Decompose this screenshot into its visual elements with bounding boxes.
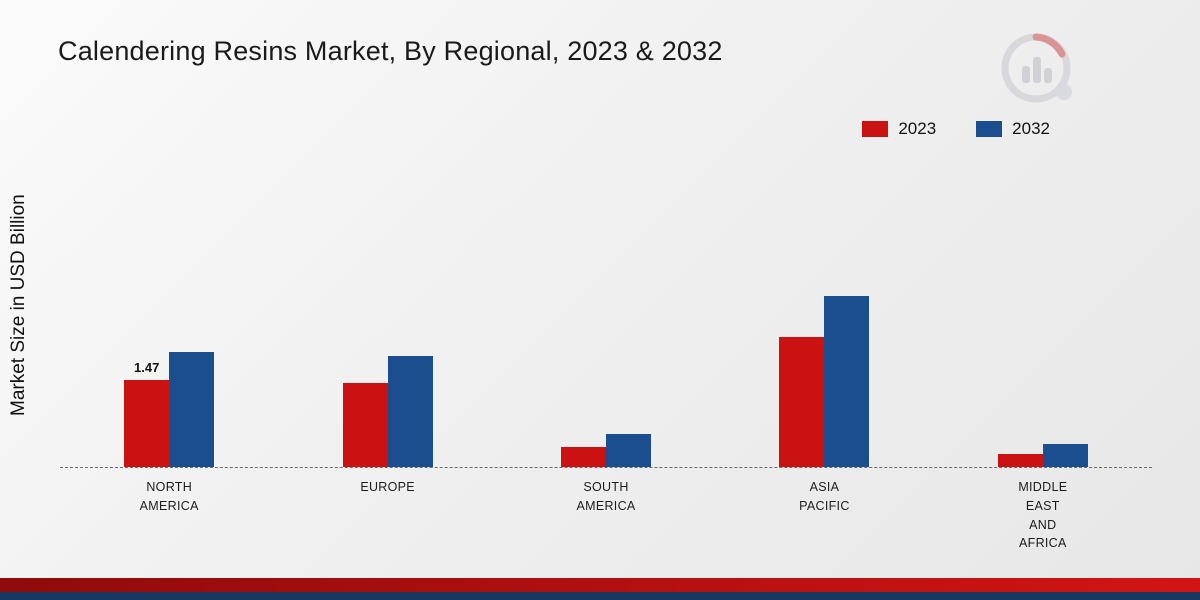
plot-area: 1.47 <box>60 267 1152 467</box>
bar-group-asia-pacific <box>715 296 933 467</box>
legend-swatch-2032 <box>976 121 1003 137</box>
footer-navy-band <box>0 592 1200 600</box>
chart-title: Calendering Resins Market, By Regional, … <box>58 36 723 66</box>
bar-group-middle-east-and-africa <box>934 444 1152 467</box>
x-tick-south-america: SOUTH AMERICA <box>576 480 636 513</box>
bar-2032-asia-pacific <box>824 296 870 467</box>
footer-red-band <box>0 578 1200 592</box>
bar-2023-middle-east-and-africa <box>997 454 1043 467</box>
legend: 2023 2032 <box>862 119 1050 139</box>
bar-2023-north-america: 1.47 <box>124 360 170 467</box>
bar-group-south-america <box>497 433 715 467</box>
x-axis-tick-labels: NORTH AMERICA EUROPE SOUTH AMERICA ASIA PAC… <box>60 478 1152 553</box>
bar-group-north-america: 1.47 <box>60 352 278 467</box>
bar-value-label-north-america: 1.47 <box>134 360 160 376</box>
bar-2023-south-america <box>561 446 607 467</box>
bar-group-europe <box>278 356 496 467</box>
legend-label-2023: 2023 <box>898 119 937 138</box>
bar-2032-north-america <box>169 352 215 467</box>
brand-logo-watermark <box>1001 33 1072 103</box>
x-tick-middle-east-and-africa: MIDDLE EAST AND AFRICA <box>1018 480 1068 551</box>
y-axis-label: Market Size in USD Billion <box>8 194 29 416</box>
bar-2032-middle-east-and-africa <box>1042 444 1088 467</box>
bar-2032-europe <box>387 356 433 467</box>
legend-swatch-2023 <box>862 121 889 137</box>
legend-label-2032: 2032 <box>1012 119 1050 138</box>
legend-item-2023: 2023 <box>862 119 936 139</box>
bar-2023-europe <box>342 383 388 467</box>
bar-2032-south-america <box>606 433 652 467</box>
x-tick-europe: EUROPE <box>360 480 415 494</box>
x-tick-north-america: NORTH AMERICA <box>139 480 199 513</box>
legend-item-2032: 2032 <box>976 119 1050 139</box>
x-axis-baseline <box>60 467 1152 468</box>
bar-2023-asia-pacific <box>779 337 825 467</box>
x-tick-asia-pacific: ASIA PACIFIC <box>799 480 850 513</box>
